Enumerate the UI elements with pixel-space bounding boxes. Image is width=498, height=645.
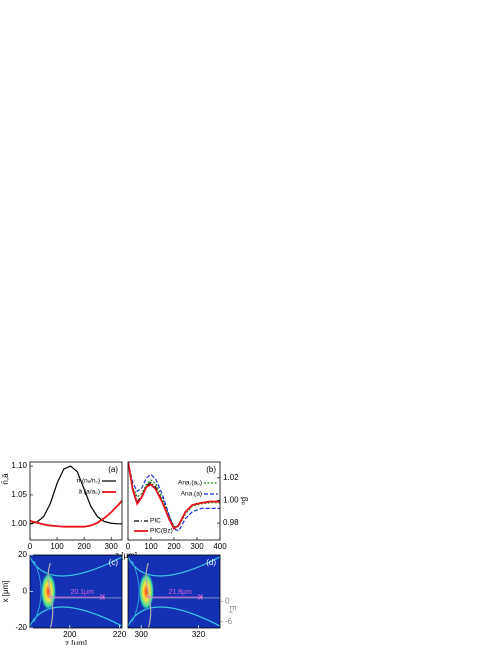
y-tick-label: -20 [15,623,27,632]
field-lineout [47,562,54,629]
legend-label: n̄ (nₑ/n꜀) [77,477,100,485]
y-tick-label: 1.10 [11,461,27,470]
x-tick-label: 0 [28,542,33,551]
arrow-head [197,593,203,600]
x-tick-label: 400 [213,542,227,551]
y-tick-label: 20 [18,550,27,559]
arrow-head [99,593,105,600]
x-axis-label: z [μm] [65,639,87,645]
annotation: 20.1μm [70,589,94,596]
y-axis-label: n̄,ā [1,473,10,485]
y-axis-label: x [μm] [1,581,10,603]
y2-axis-label: Eᵧ [228,605,237,613]
x-tick-label: 300 [104,542,118,551]
panel-label: (d) [206,558,216,567]
field-streak [127,556,221,577]
y-tick-label: 1.00 [11,519,27,528]
series-line [128,462,220,532]
field-streak [29,606,123,627]
series-line [30,500,122,528]
x-tick-label: 100 [144,542,158,551]
y2-tick-label: 0 [225,596,230,605]
x-tick-label: 200 [63,630,77,639]
axes-frame [127,554,221,629]
x-tick-label: 200 [77,542,91,551]
legend-label: Ana.(a₀) [178,480,202,487]
panel-label: (b) [206,465,216,474]
panel-label: (c) [109,558,119,567]
field-streak [29,556,123,577]
legend-label: ā (a/a₀) [79,489,100,496]
annotation: 21.8μm [168,589,192,596]
legend-label: Ana.(a) [181,491,202,498]
x-axis-label: z [μm] [115,551,137,560]
x-tick-label: 100 [50,542,64,551]
y-tick-label: 1.05 [11,490,27,499]
series-line [30,465,122,525]
x-tick-label: 300 [190,542,204,551]
field-streak [127,606,221,627]
x-tick-label: 300 [135,630,149,639]
field-image [29,555,123,629]
x-tick-label: 320 [192,630,206,639]
y-tick-label: 0.98 [223,518,239,527]
legend-label: PIC(Bz) [150,528,173,535]
field-lineout [145,562,152,629]
y-axis-label: βₚ [240,497,249,505]
legend-label: PIC [150,518,161,525]
x-tick-label: 0 [126,542,131,551]
y2-tick-label: -6 [225,617,233,626]
y-tick-label: 0 [23,587,28,596]
y-tick-label: 1.02 [223,473,239,482]
series-line [128,462,220,531]
field-image [127,555,221,629]
y-tick-label: 1.00 [223,496,239,505]
x-tick-label: 200 [167,542,181,551]
panel-label: (a) [108,465,118,474]
x-tick-label: 220 [113,630,127,639]
axes-frame [29,461,123,541]
